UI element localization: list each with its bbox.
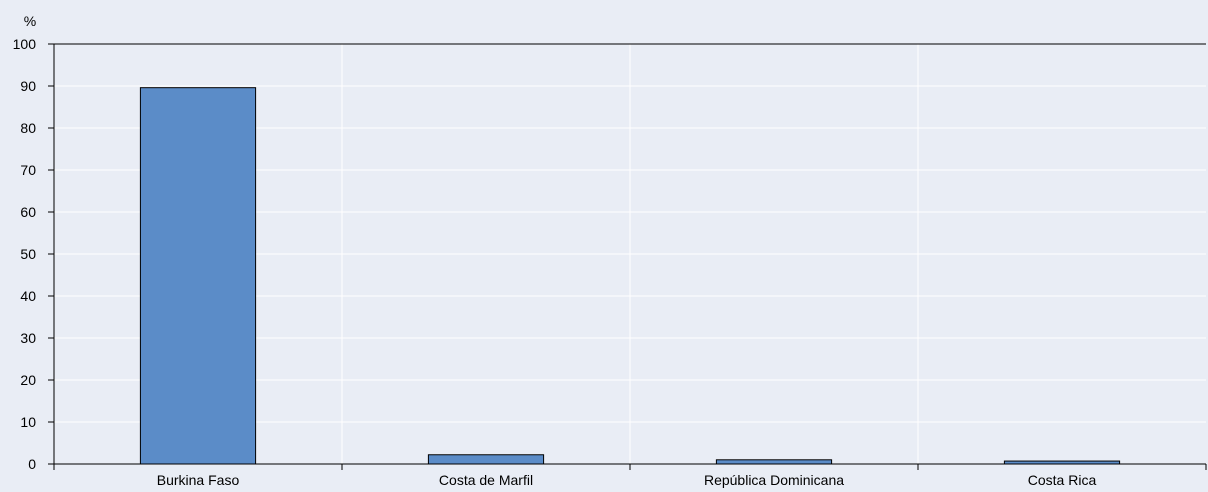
x-tick-label: Burkina Faso: [157, 472, 240, 488]
bars: [139, 87, 1121, 465]
y-tick-label: 100: [13, 36, 37, 52]
y-tick-label: 50: [20, 246, 36, 262]
y-tick-label: 60: [20, 204, 36, 220]
x-tick-label: República Dominicana: [704, 472, 844, 488]
x-tick-label: Costa de Marfil: [439, 472, 533, 488]
x-axis-tick-labels: Burkina Faso Costa de Marfil República Dom…: [157, 472, 1097, 488]
bar-3: [715, 459, 833, 465]
y-tick-label: 0: [28, 456, 36, 472]
vertical-gridlines: [341, 44, 919, 464]
bar-1: [139, 87, 257, 465]
bar-2: [427, 454, 545, 465]
x-tick-label: Costa Rica: [1028, 472, 1097, 488]
y-tick-label: 10: [20, 414, 36, 430]
axes: [48, 43, 1207, 470]
y-tick-label: 40: [20, 288, 36, 304]
y-tick-label: 80: [20, 120, 36, 136]
y-tick-label: 70: [20, 162, 36, 178]
y-tick-label: 20: [20, 372, 36, 388]
y-tick-label: 30: [20, 330, 36, 346]
y-axis-tick-labels: 0 10 20 30 40 50 60 70 80 90 100: [13, 36, 37, 472]
y-tick-label: 90: [20, 78, 36, 94]
y-axis-unit-label: %: [24, 13, 36, 29]
